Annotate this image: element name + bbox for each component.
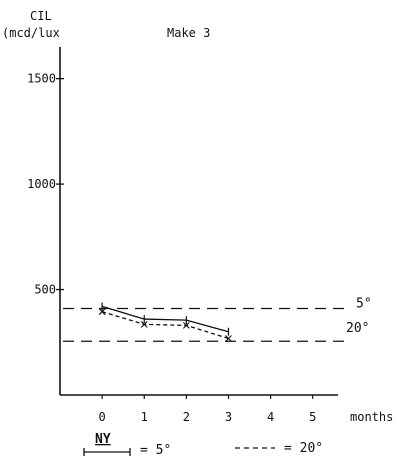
x-axis-title: months	[350, 410, 393, 424]
y-tick-label: 1500	[27, 72, 56, 86]
series-point	[182, 322, 190, 329]
y-axis-title-line2: (mcd/lux	[2, 26, 60, 40]
reference-lines: 5° 20°	[63, 297, 372, 342]
x-tick-label: 5	[309, 410, 316, 424]
y-tick-label: 1000	[27, 177, 56, 191]
chart-title: Make 3	[167, 26, 210, 40]
y-ticks: 500 1000 1500	[27, 72, 64, 297]
x-tick-label: 4	[267, 410, 274, 424]
reference-line-label: 20°	[346, 321, 369, 336]
legend-dashed-label: = 20°	[284, 441, 323, 456]
legend-ny-label: NY	[95, 432, 111, 447]
legend: NY = 5° = 20°	[83, 432, 323, 458]
series-line	[101, 305, 229, 333]
series-point	[98, 308, 106, 316]
x-ticks: 0 1 2 3 4 5	[99, 395, 316, 424]
series-point	[225, 335, 232, 342]
legend-solid-label: = 5°	[140, 443, 171, 458]
x-tick-label: 1	[141, 410, 148, 424]
y-tick-label: 500	[34, 283, 56, 297]
series-group	[98, 302, 232, 342]
x-tick-label: 0	[99, 410, 106, 424]
reference-line-label: 5°	[356, 297, 372, 312]
y-axis-title-line1: CIL	[30, 9, 52, 23]
series-line	[101, 311, 229, 340]
x-tick-label: 2	[183, 410, 190, 424]
x-tick-label: 3	[225, 410, 232, 424]
series-point	[140, 320, 148, 328]
